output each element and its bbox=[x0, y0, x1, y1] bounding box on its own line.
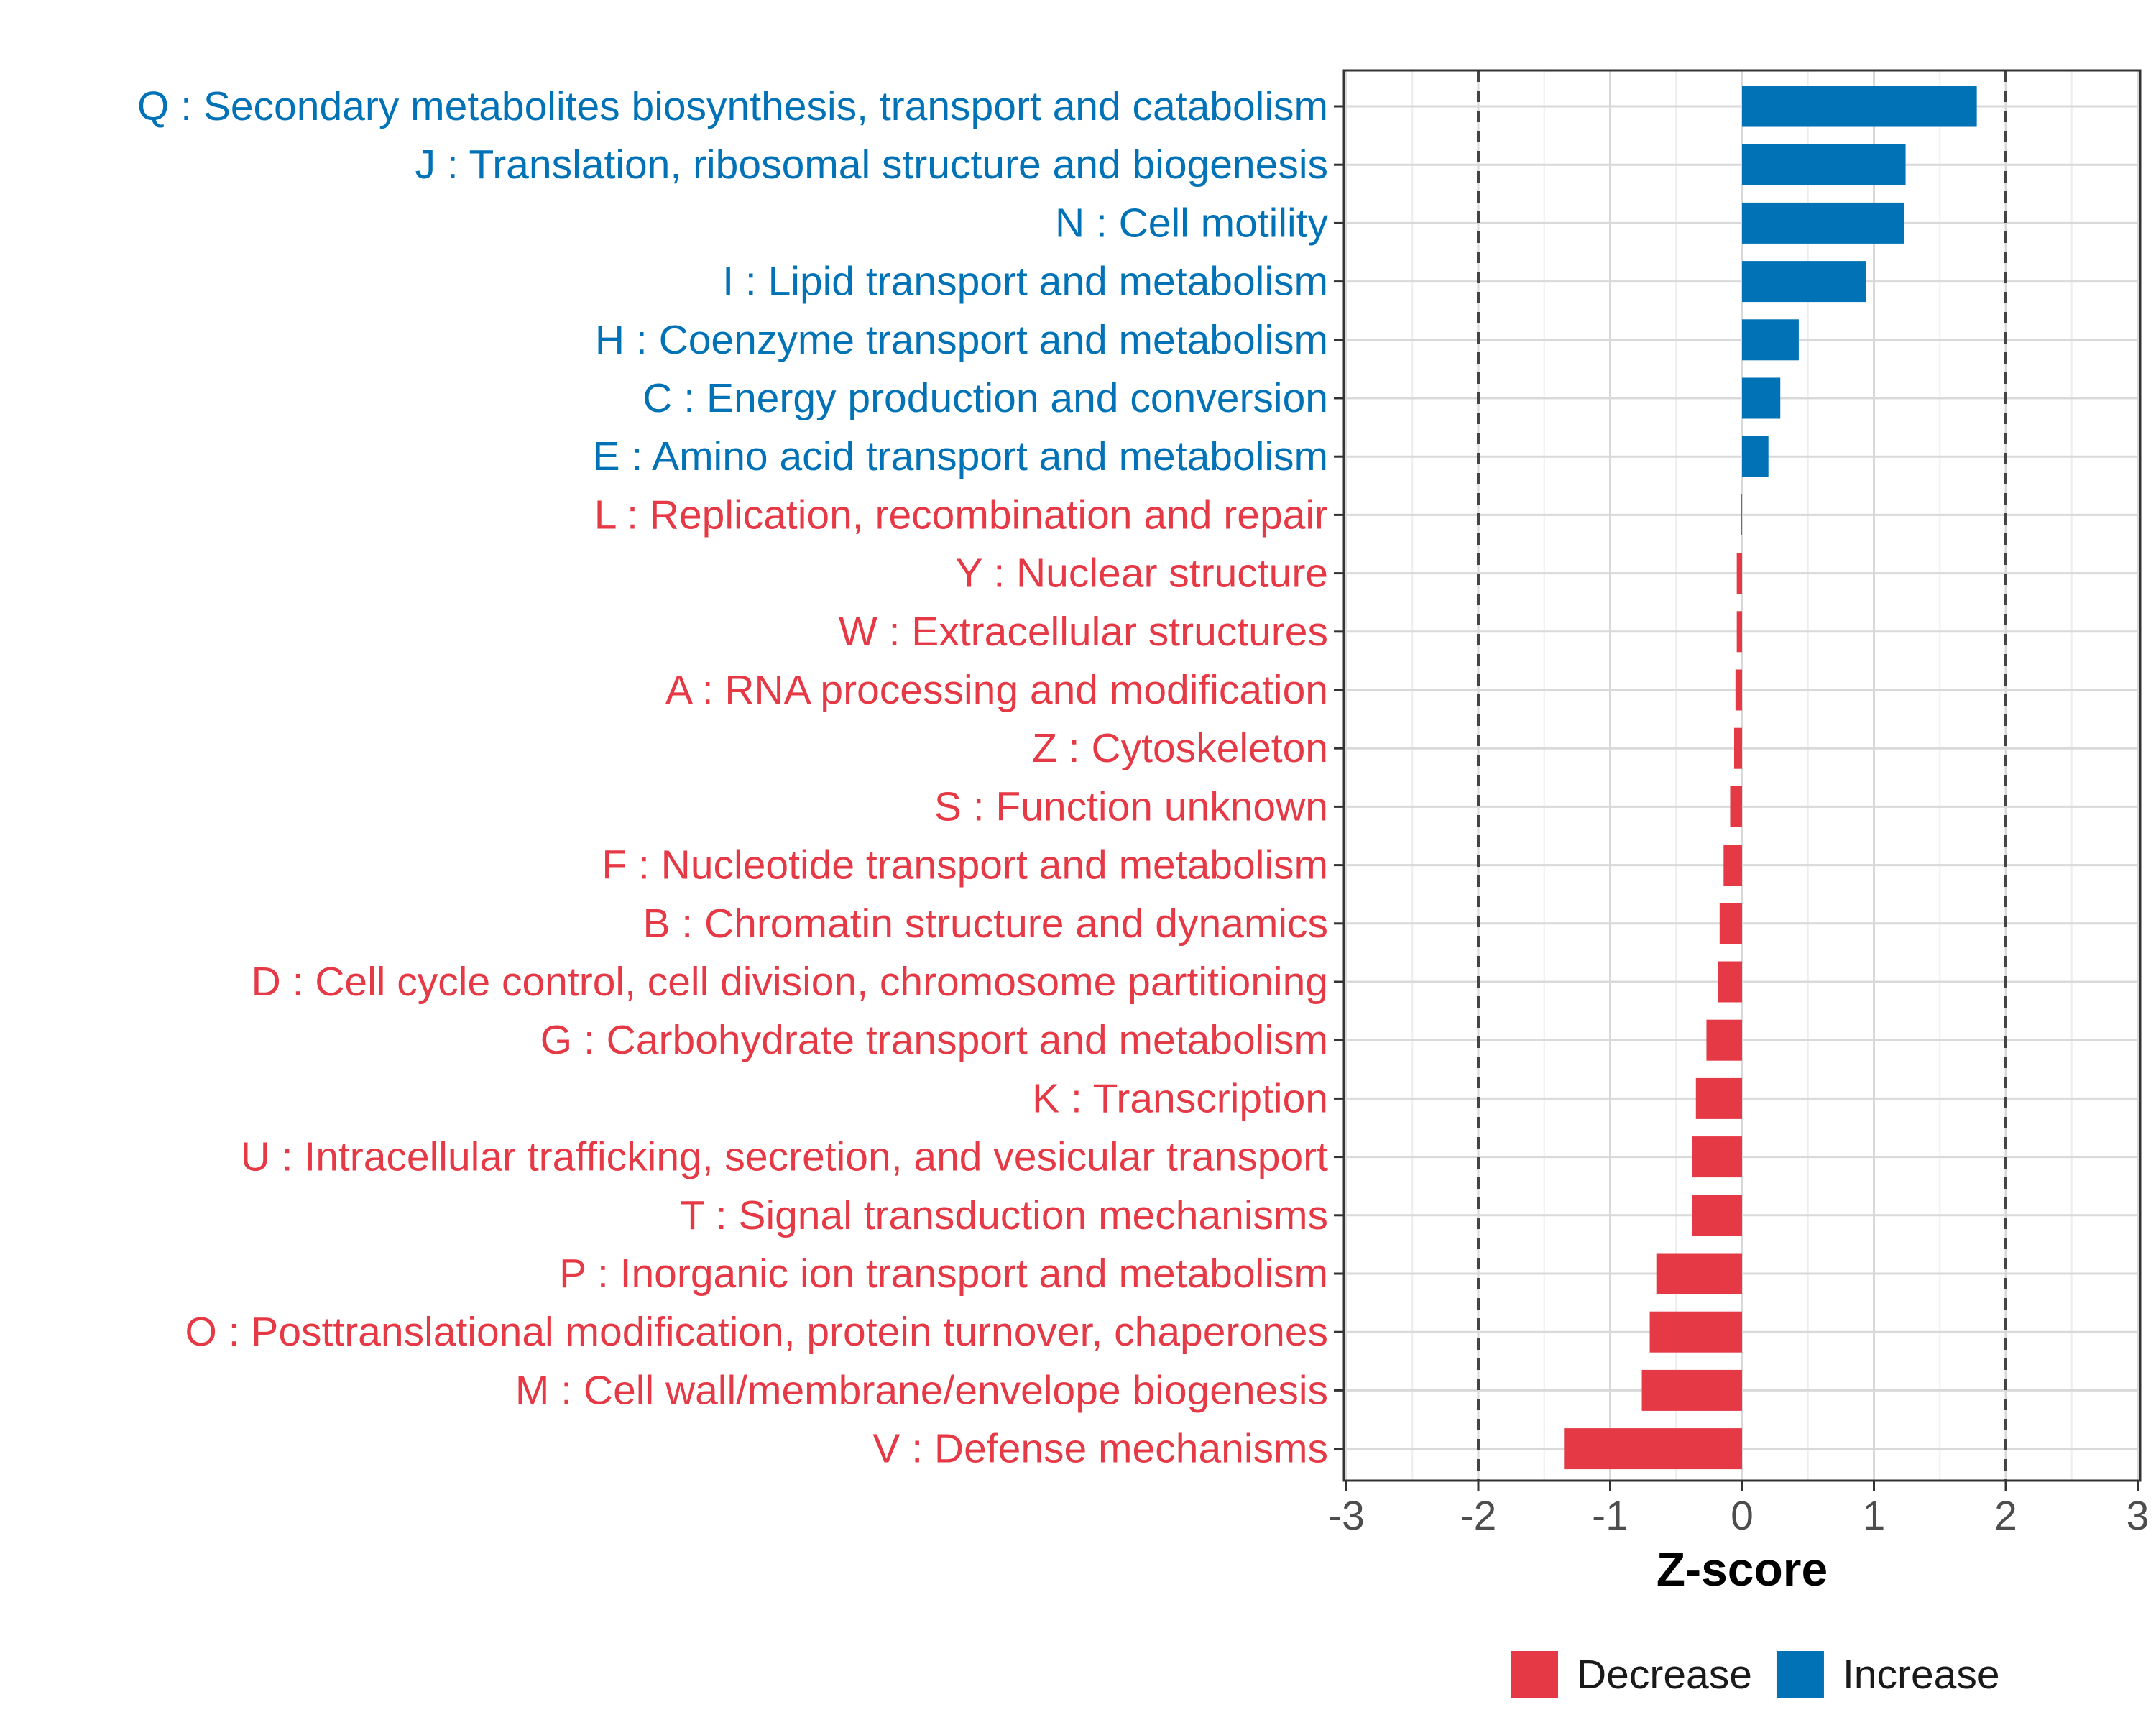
x-axis-title: Z-score bbox=[1657, 1542, 1828, 1596]
y-axis: Q : Secondary metabolites biosynthesis, … bbox=[137, 83, 1344, 1472]
y-tick-label: K : Transcription bbox=[1032, 1075, 1328, 1121]
y-tick-label: O : Posttranslational modification, prot… bbox=[185, 1309, 1328, 1355]
bar bbox=[1649, 1311, 1742, 1353]
legend: Decrease Increase bbox=[1511, 1651, 2000, 1698]
bar bbox=[1730, 786, 1742, 827]
y-tick-label: Y : Nuclear structure bbox=[956, 551, 1328, 597]
x-tick-label: 3 bbox=[2127, 1493, 2150, 1539]
bar bbox=[1564, 1428, 1742, 1470]
bar bbox=[1656, 1253, 1742, 1294]
y-tick-label: F : Nucleotide transport and metabolism bbox=[602, 842, 1328, 888]
bar-layer bbox=[1564, 86, 1977, 1470]
x-tick-label: 1 bbox=[1863, 1493, 1886, 1539]
x-tick-label: 0 bbox=[1731, 1493, 1754, 1539]
bar bbox=[1742, 144, 1906, 185]
y-tick-label: S : Function unknown bbox=[934, 783, 1328, 829]
y-tick-label: L : Replication, recombination and repai… bbox=[594, 492, 1328, 538]
bar bbox=[1719, 903, 1742, 944]
bar bbox=[1742, 436, 1769, 477]
bar bbox=[1723, 845, 1742, 886]
y-tick-label: A : RNA processing and modification bbox=[665, 667, 1328, 713]
legend-label: Increase bbox=[1843, 1652, 2000, 1698]
x-tick-label: -1 bbox=[1592, 1493, 1628, 1539]
bar bbox=[1742, 319, 1799, 361]
y-tick-label: M : Cell wall/membrane/envelope biogenes… bbox=[515, 1367, 1328, 1413]
bar bbox=[1741, 494, 1742, 535]
y-tick-label: Z : Cytoskeleton bbox=[1032, 725, 1328, 771]
y-tick-label: G : Carbohydrate transport and metabolis… bbox=[540, 1017, 1328, 1063]
y-tick-label: V : Defense mechanisms bbox=[872, 1426, 1328, 1472]
y-tick-label: T : Signal transduction mechanisms bbox=[680, 1192, 1328, 1238]
bar bbox=[1742, 377, 1781, 419]
bar bbox=[1742, 261, 1866, 303]
x-tick-label: 2 bbox=[1994, 1493, 2017, 1539]
legend-key bbox=[1511, 1651, 1558, 1698]
bar bbox=[1641, 1369, 1742, 1411]
y-tick-label: C : Energy production and conversion bbox=[642, 375, 1328, 421]
y-tick-label: W : Extracellular structures bbox=[839, 609, 1328, 655]
y-tick-label: Q : Secondary metabolites biosynthesis, … bbox=[137, 83, 1328, 129]
y-tick-label: D : Cell cycle control, cell division, c… bbox=[252, 959, 1328, 1005]
y-tick-label: E : Amino acid transport and metabolism bbox=[593, 433, 1328, 479]
bar bbox=[1706, 1019, 1742, 1061]
x-axis: -3 -2 -1 0 1 2 3 bbox=[1328, 1481, 2149, 1539]
y-tick-label: H : Coenzyme transport and metabolism bbox=[595, 317, 1328, 363]
bar bbox=[1733, 727, 1742, 769]
bar bbox=[1692, 1195, 1742, 1236]
bar bbox=[1735, 669, 1742, 711]
y-tick-label: U : Intracellular trafficking, secretion… bbox=[241, 1134, 1328, 1180]
y-tick-label: J : Translation, ribosomal structure and… bbox=[415, 142, 1328, 188]
bar bbox=[1742, 202, 1904, 244]
x-tick-label: -3 bbox=[1328, 1493, 1365, 1539]
y-tick-label: B : Chromatin structure and dynamics bbox=[642, 901, 1328, 947]
legend-label: Decrease bbox=[1577, 1652, 1752, 1698]
y-tick-label: N : Cell motility bbox=[1055, 200, 1329, 246]
reference-lines bbox=[1477, 70, 2007, 1481]
bar bbox=[1742, 86, 1977, 127]
bar bbox=[1736, 611, 1742, 653]
bar bbox=[1695, 1077, 1742, 1119]
bar bbox=[1736, 553, 1742, 594]
x-tick-label: -2 bbox=[1460, 1493, 1497, 1539]
y-tick-label: P : Inorganic ion transport and metaboli… bbox=[559, 1251, 1328, 1297]
bar bbox=[1692, 1136, 1742, 1178]
bar bbox=[1718, 961, 1742, 1003]
legend-key bbox=[1776, 1651, 1824, 1698]
y-tick-label: I : Lipid transport and metabolism bbox=[722, 259, 1328, 305]
